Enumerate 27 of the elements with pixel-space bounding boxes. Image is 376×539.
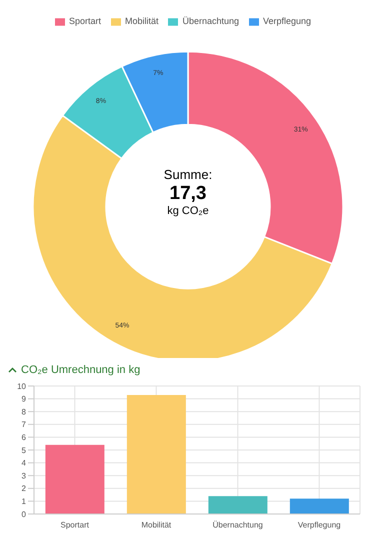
bar (290, 498, 349, 514)
y-tick-label: 1 (22, 497, 27, 506)
legend-label: Mobilität (124, 16, 158, 26)
y-tick-label: 7 (22, 420, 27, 430)
x-tick-label: Verpflegung (298, 520, 341, 530)
legend-label: Sportart (68, 16, 101, 26)
y-tick-label: 9 (22, 394, 27, 404)
legend-label: Übernachtung (182, 16, 240, 26)
y-tick-label: 0 (22, 510, 27, 519)
y-tick-label: 8 (22, 407, 27, 416)
x-tick-label: Mobilität (141, 520, 172, 530)
legend-label: Verpflegung (263, 16, 312, 26)
text: kg CO₂e (166, 204, 210, 218)
bar (208, 496, 268, 514)
y-tick-label: 5 (22, 446, 27, 455)
x-tick-label: Übernachtung (212, 520, 263, 530)
x-tick-label: Sportart (60, 520, 90, 530)
y-tick-label: 4 (22, 458, 27, 468)
text: 17,3 (168, 182, 208, 205)
bar (126, 394, 186, 514)
y-tick-label: 2 (22, 484, 27, 494)
chart-title: CO₂e Umrechnung in kg (21, 364, 140, 376)
y-tick-label: 6 (22, 433, 27, 442)
y-tick-label: 3 (22, 471, 27, 480)
y-tick-label: 10 (17, 382, 27, 391)
text: Summe: (162, 167, 214, 183)
bar (45, 444, 104, 514)
